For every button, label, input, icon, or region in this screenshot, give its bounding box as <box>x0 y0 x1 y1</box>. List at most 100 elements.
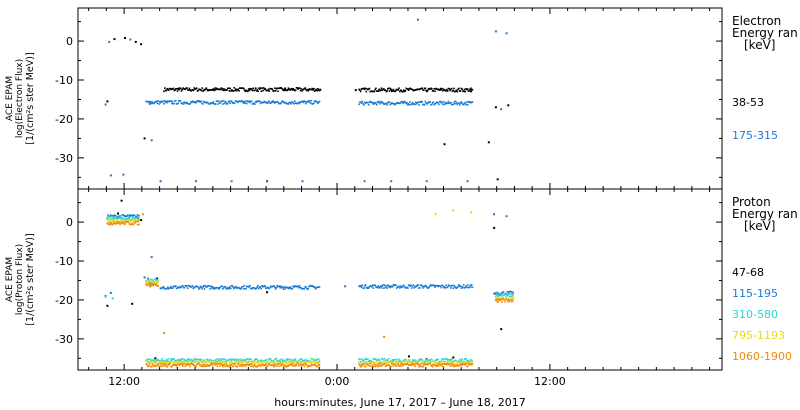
electron-data-point <box>456 103 459 106</box>
proton-data-point <box>190 358 192 361</box>
electron-data-point <box>218 100 220 103</box>
proton-data-point <box>222 358 225 360</box>
proton-data-point <box>278 285 281 287</box>
electron-data-point <box>252 87 255 89</box>
proton-data-point <box>500 298 503 301</box>
proton-data-point <box>405 359 407 361</box>
proton-data-point <box>307 366 310 368</box>
electron-data-point <box>230 90 232 92</box>
proton-data-point <box>127 221 130 224</box>
proton-data-point <box>186 364 189 366</box>
proton-data-point <box>276 365 278 367</box>
electron-data-point <box>431 90 434 92</box>
proton-data-point <box>206 359 209 362</box>
proton-data-point <box>437 361 439 364</box>
electron-data-point <box>200 100 203 103</box>
proton-data-point <box>159 363 162 365</box>
electron-data-point <box>496 178 499 181</box>
proton-data-point <box>510 293 512 295</box>
proton-data-point <box>231 285 234 287</box>
proton-data-point <box>250 358 252 360</box>
proton-data-point <box>266 286 269 289</box>
proton-data-point <box>292 285 294 288</box>
proton-data-point <box>493 213 496 216</box>
proton-data-point <box>407 284 410 286</box>
proton-data-point <box>370 285 372 287</box>
proton-data-point <box>194 286 196 289</box>
electron-data-point <box>270 101 273 103</box>
proton-data-point <box>366 363 368 366</box>
proton-data-point <box>508 292 510 294</box>
electron-data-point <box>309 100 311 102</box>
proton-data-point <box>267 363 270 365</box>
electron-data-point <box>171 102 173 105</box>
proton-data-point <box>408 355 410 358</box>
proton-data-point <box>258 286 261 288</box>
proton-data-point <box>190 360 193 363</box>
proton-data-point <box>251 365 254 367</box>
electron-data-point <box>383 88 385 90</box>
electron-data-point <box>259 102 262 105</box>
proton-data-point <box>123 218 126 221</box>
electron-data-point <box>234 89 236 92</box>
electron-data-point <box>203 89 206 91</box>
proton-data-point <box>500 328 503 331</box>
proton-data-point <box>358 361 360 363</box>
electron-data-point <box>377 90 380 92</box>
proton-data-point <box>401 286 403 288</box>
electron-data-point <box>157 100 159 102</box>
electron-data-point <box>189 103 191 105</box>
proton-data-point <box>242 288 245 290</box>
proton-data-point <box>438 364 441 367</box>
electron-data-point <box>243 87 245 90</box>
electron-data-point <box>214 103 217 105</box>
electron-data-point <box>414 103 416 106</box>
proton-data-point <box>497 298 499 300</box>
proton-data-point <box>255 287 258 290</box>
proton-data-point <box>269 286 271 289</box>
electron-data-point <box>386 104 388 106</box>
proton-data-point <box>192 363 195 366</box>
proton-data-point <box>407 364 410 366</box>
electron-data-point <box>301 100 304 103</box>
electron-data-point <box>201 87 204 89</box>
proton-data-point <box>509 299 511 301</box>
proton-data-point <box>299 358 302 361</box>
proton-data-point <box>378 358 380 361</box>
electron-data-point <box>415 103 418 105</box>
proton-data-point <box>221 364 223 366</box>
proton-data-point <box>291 363 294 365</box>
proton-data-point <box>157 281 159 283</box>
electron-data-point <box>202 90 204 92</box>
electron-data-point <box>164 87 166 89</box>
proton-data-point <box>166 366 168 368</box>
proton-data-point <box>469 284 471 287</box>
electron-data-point <box>403 90 406 93</box>
proton-data-point <box>435 365 438 368</box>
proton-data-point <box>452 363 455 366</box>
proton-data-point <box>457 365 459 367</box>
proton-data-point <box>209 359 211 361</box>
electron-data-point <box>407 103 410 105</box>
proton-data-point <box>446 286 449 288</box>
electron-data-point <box>304 100 306 103</box>
proton-data-point <box>383 284 386 286</box>
proton-data-point <box>206 363 209 366</box>
proton-data-point <box>151 279 154 281</box>
electron-data-point <box>427 102 429 104</box>
electron-data-point <box>290 101 293 103</box>
proton-data-point <box>273 361 275 363</box>
proton-data-point <box>270 358 272 360</box>
electron-data-point <box>433 88 435 90</box>
electron-data-point <box>300 88 303 90</box>
proton-data-point <box>254 363 257 365</box>
proton-data-point <box>110 220 112 222</box>
proton-data-point <box>290 358 293 361</box>
proton-data-point <box>249 363 251 365</box>
proton-data-point <box>257 365 259 367</box>
proton-data-point <box>107 215 109 218</box>
proton-data-point <box>418 365 420 368</box>
electron-data-point <box>225 101 227 104</box>
proton-data-point <box>273 366 275 368</box>
proton-data-point <box>388 286 391 289</box>
